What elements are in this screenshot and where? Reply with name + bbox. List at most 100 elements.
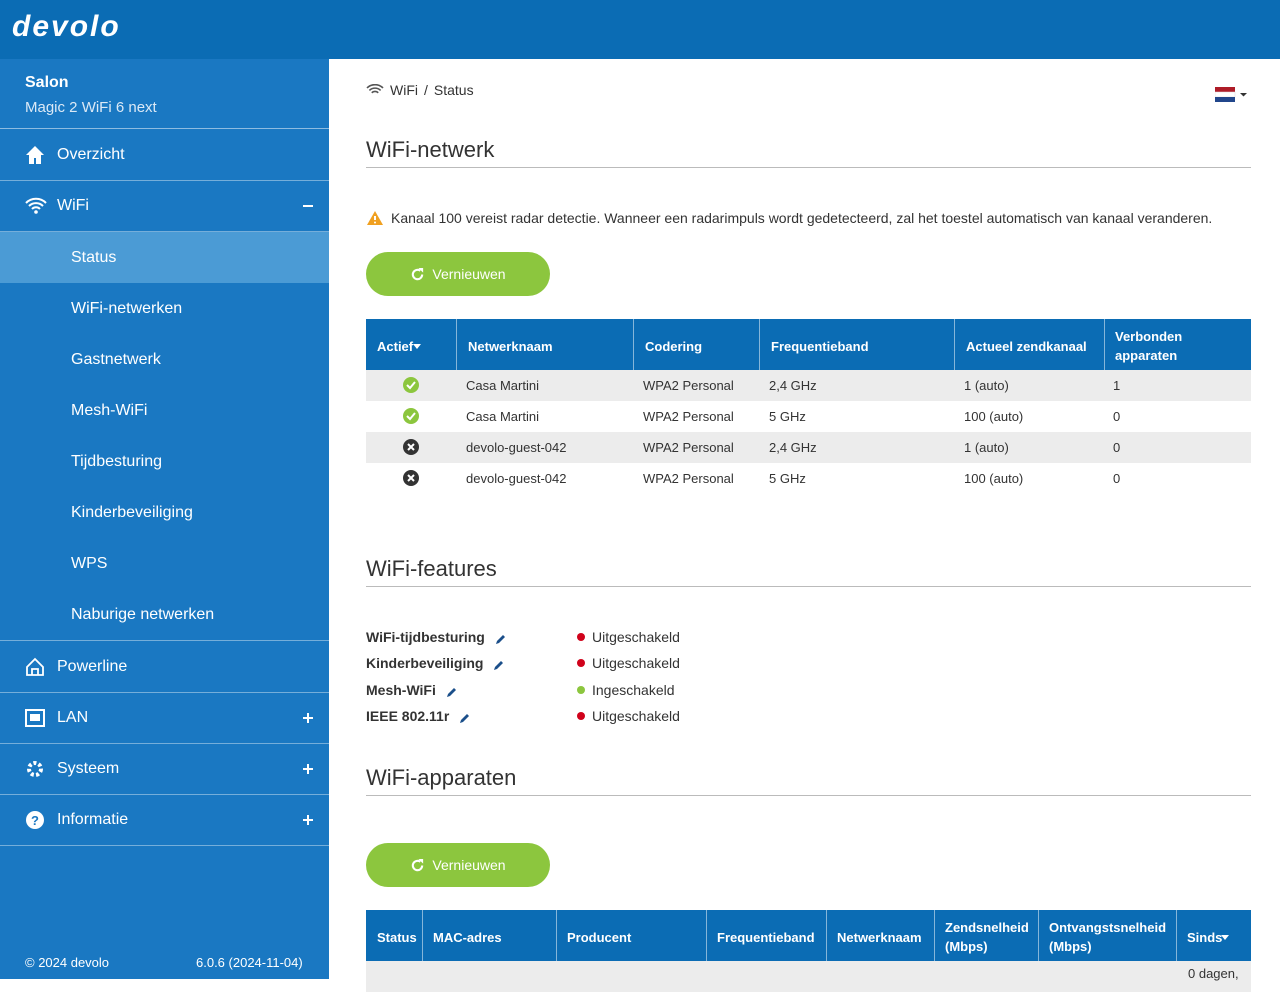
submenu-item[interactable]: WPS bbox=[71, 554, 108, 572]
menu-item[interactable]: ? Informatie bbox=[0, 795, 329, 846]
status-icon bbox=[403, 408, 419, 427]
refresh-button[interactable]: Vernieuwen bbox=[366, 252, 550, 296]
table-cell: 0 dagen, bbox=[1188, 966, 1239, 981]
table-row: Casa Martini WPA2 Personal 5 GHz 100 (auto)… bbox=[366, 401, 1251, 432]
section-title: WiFi-netwerk bbox=[366, 137, 1251, 168]
table-cell: 2,4 GHz bbox=[769, 440, 817, 455]
column-divider bbox=[556, 910, 557, 961]
submenu-item[interactable]: Naburige netwerken bbox=[71, 605, 215, 623]
column-divider bbox=[954, 319, 955, 370]
column-divider bbox=[1176, 910, 1177, 961]
menu-item[interactable]: LAN bbox=[0, 693, 329, 744]
submenu: Status WiFi-netwerken Gastnetwerk Mesh-WiFi… bbox=[0, 232, 329, 641]
status-dot bbox=[577, 633, 585, 641]
table-cell: WPA2 Personal bbox=[643, 440, 734, 455]
button-label: Vernieuwen bbox=[432, 266, 506, 282]
section-title: WiFi-apparaten bbox=[366, 765, 1251, 796]
device-name: Salon bbox=[25, 74, 69, 91]
warning-icon bbox=[367, 211, 383, 225]
sidebar: Salon Magic 2 WiFi 6 next Overzicht WiFi… bbox=[0, 59, 329, 979]
breadcrumb-separator: / bbox=[424, 82, 428, 98]
submenu-item[interactable]: Tijdbesturing bbox=[71, 452, 163, 470]
submenu-item[interactable]: WiFi-netwerken bbox=[71, 299, 183, 317]
column-divider bbox=[706, 910, 707, 961]
version: 6.0.6 (2024-11-04) bbox=[196, 955, 303, 970]
table-cell: 1 bbox=[1113, 378, 1121, 393]
submenu-item[interactable]: Kinderbeveiliging bbox=[71, 503, 193, 521]
top-bar: devolo bbox=[0, 0, 1280, 59]
column-divider bbox=[422, 910, 423, 961]
status-dot bbox=[577, 659, 585, 668]
table-cell: 5 GHz bbox=[769, 409, 806, 424]
table-cell: 1 (auto) bbox=[964, 440, 1009, 455]
column-header: Frequentieband bbox=[717, 930, 815, 945]
table-row: devolo-guest-042 WPA2 Personal 5 GHz 100 (a… bbox=[366, 463, 1251, 494]
feature-status: Ingeschakeld bbox=[592, 681, 675, 698]
column-header: Netwerknaam bbox=[837, 930, 922, 945]
refresh-button[interactable]: Vernieuwen bbox=[366, 843, 550, 887]
menu-label: Powerline bbox=[57, 658, 128, 675]
feature-label: WiFi-tijdbesturing bbox=[366, 629, 485, 645]
copyright: © 2024 devolo bbox=[25, 955, 110, 970]
table-header: Actief Netwerknaam Codering Frequentieband A… bbox=[366, 319, 1251, 370]
feature-label: Kinderbeveiliging bbox=[366, 655, 484, 672]
column-header: Ontvangstsnelheid (Mbps) bbox=[1049, 920, 1167, 954]
table-cell: WPA2 Personal bbox=[643, 378, 734, 393]
sort-caret bbox=[413, 337, 421, 352]
menu-label: Systeem bbox=[57, 760, 120, 777]
button-label: Vernieuwen bbox=[432, 857, 506, 873]
column-header[interactable]: Sinds bbox=[1187, 930, 1223, 945]
device-info: Salon Magic 2 WiFi 6 next bbox=[0, 59, 329, 129]
feature-label: Mesh-WiFi bbox=[366, 681, 436, 698]
edit-icon[interactable] bbox=[446, 685, 458, 703]
submenu-item[interactable]: Status bbox=[0, 232, 329, 283]
column-divider bbox=[456, 319, 457, 370]
section-title: WiFi-features bbox=[366, 556, 1251, 587]
table-cell: 100 (auto) bbox=[964, 471, 1024, 486]
column-header: MAC-adres bbox=[433, 930, 502, 945]
status-icon bbox=[403, 377, 419, 396]
language-flag[interactable] bbox=[1215, 87, 1249, 102]
menu-item[interactable]: Powerline bbox=[0, 642, 329, 693]
column-header: Verbonden apparaten bbox=[1115, 329, 1183, 363]
column-header: Actueel zendkanaal bbox=[966, 339, 1087, 354]
column-header: Frequentieband bbox=[771, 339, 869, 354]
table-cell: WPA2 Personal bbox=[643, 471, 734, 486]
device-model: Magic 2 WiFi 6 next bbox=[25, 99, 157, 116]
svg-text:?: ? bbox=[31, 813, 39, 828]
table-cell: devolo-guest-042 bbox=[466, 440, 567, 455]
column-header: Producent bbox=[567, 930, 632, 945]
menu-item[interactable]: Overzicht bbox=[0, 130, 329, 181]
column-divider bbox=[759, 319, 760, 370]
table-cell: 0 bbox=[1113, 440, 1121, 455]
status-dot bbox=[577, 711, 585, 720]
edit-icon[interactable] bbox=[495, 632, 507, 650]
column-header[interactable]: Actief bbox=[377, 339, 414, 354]
menu-item[interactable]: Systeem bbox=[0, 744, 329, 795]
feature-status: Uitgeschakeld bbox=[592, 655, 680, 672]
status-dot bbox=[577, 685, 585, 694]
table-header: Status MAC-adres Producent Frequentieband Ne… bbox=[366, 910, 1251, 961]
menu-item[interactable]: WiFi bbox=[0, 181, 329, 232]
table-row: 0 dagen, bbox=[366, 961, 1251, 992]
feature-label: IEEE 802.11r bbox=[366, 707, 450, 724]
edit-icon[interactable] bbox=[459, 711, 471, 729]
feature-status: Uitgeschakeld bbox=[592, 707, 680, 724]
breadcrumb-parent[interactable]: WiFi bbox=[390, 82, 418, 98]
submenu-item[interactable]: Gastnetwerk bbox=[71, 350, 161, 368]
column-divider bbox=[826, 910, 827, 961]
menu-label: Informatie bbox=[57, 811, 129, 828]
status-icon bbox=[403, 470, 419, 489]
menu-label: Overzicht bbox=[57, 146, 125, 163]
breadcrumb-current: Status bbox=[433, 82, 474, 98]
column-divider bbox=[633, 319, 634, 370]
edit-icon[interactable] bbox=[493, 658, 505, 676]
table-cell: 100 (auto) bbox=[964, 409, 1024, 424]
menu-label: LAN bbox=[57, 709, 89, 726]
table-cell: Casa Martini bbox=[466, 378, 539, 393]
submenu-item[interactable]: Mesh-WiFi bbox=[71, 401, 148, 419]
warning-text: Kanaal 100 vereist radar detectie. Wanne… bbox=[391, 210, 1213, 226]
logo: devolo bbox=[12, 10, 121, 43]
column-header: Zendsnelheid (Mbps) bbox=[945, 920, 1029, 954]
